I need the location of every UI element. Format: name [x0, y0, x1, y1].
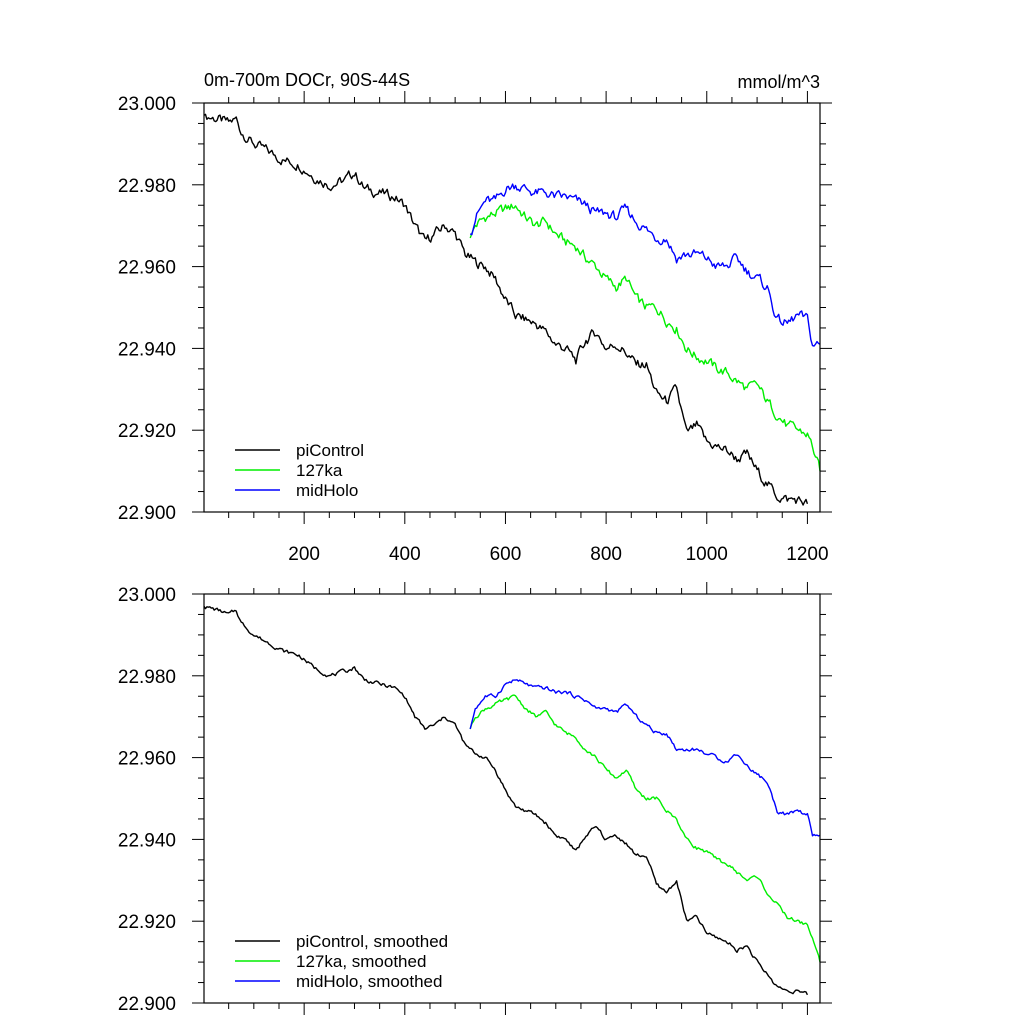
legend-label: 127ka, smoothed — [296, 952, 426, 971]
legend-label: midHolo, smoothed — [296, 972, 442, 991]
series-line-127ka — [469, 203, 821, 472]
legend-label: piControl — [296, 441, 364, 460]
y-tick-label: 22.960 — [118, 749, 176, 770]
y-tick-label: 22.920 — [118, 421, 176, 442]
x-tick-label: 600 — [490, 544, 522, 565]
y-tick-label: 22.980 — [118, 176, 176, 197]
legend-label: piControl, smoothed — [296, 932, 448, 951]
y-tick-label: 22.960 — [118, 258, 176, 279]
series-line-picontrol-smoothed — [203, 605, 809, 996]
x-tick-label: 1200 — [786, 544, 828, 565]
y-tick-label: 23.000 — [118, 94, 176, 115]
series-line-midholo — [469, 183, 821, 347]
series-line-picontrol — [203, 113, 809, 506]
chart-panel-1: 22.900 22.920 22.940 22.960 22.980 23.000 200 4… — [118, 91, 832, 565]
figure-title: 0m-700m DOCr, 90S-44S — [204, 70, 410, 90]
x-tick-label: 1000 — [686, 544, 728, 565]
series-line-127ka-smoothed — [469, 694, 821, 963]
legend-label: midHolo — [296, 481, 358, 500]
y-tick-label: 22.900 — [118, 503, 176, 524]
x-tick-label: 200 — [288, 544, 320, 565]
x-tick-label: 800 — [590, 544, 622, 565]
y-tick-label: 22.940 — [118, 339, 176, 360]
units-label: mmol/m^3 — [738, 72, 820, 92]
legend-label: 127ka — [296, 461, 343, 480]
chart-panel-2: 22.900 22.920 22.940 22.960 22.980 23.000 piCo… — [118, 582, 832, 1015]
y-tick-label: 22.900 — [118, 994, 176, 1015]
y-tick-label: 22.980 — [118, 667, 176, 688]
y-tick-label: 22.920 — [118, 912, 176, 933]
series-line-midholo-smoothed — [469, 679, 821, 837]
y-tick-label: 23.000 — [118, 585, 176, 606]
y-tick-label: 22.940 — [118, 830, 176, 851]
x-tick-label: 400 — [389, 544, 421, 565]
